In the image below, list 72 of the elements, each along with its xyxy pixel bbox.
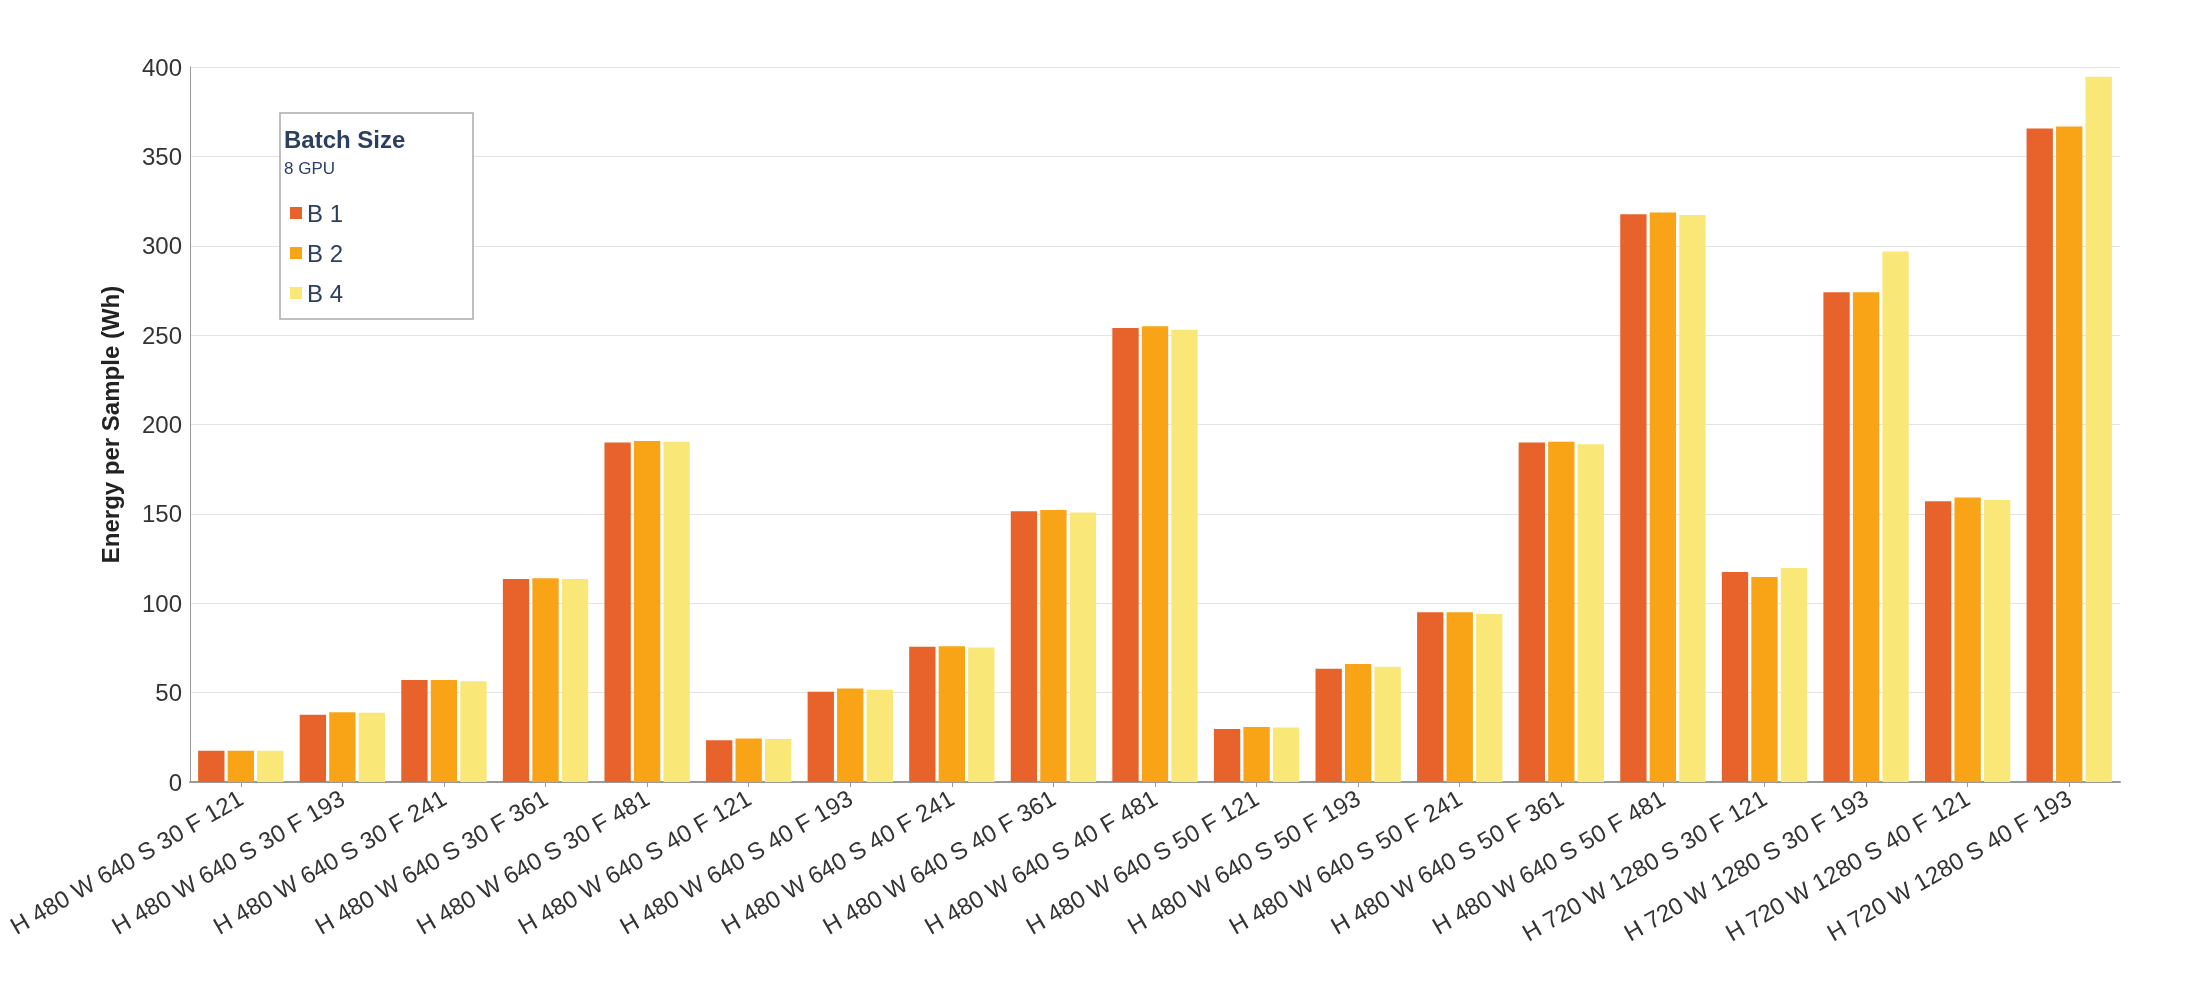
bar xyxy=(909,646,936,782)
y-tick-label: 400 xyxy=(141,53,182,81)
bar xyxy=(2026,128,2053,782)
y-tick-label: 350 xyxy=(141,142,182,170)
bar xyxy=(1040,509,1067,782)
bar xyxy=(532,578,559,782)
y-tick-label: 250 xyxy=(141,321,182,349)
y-axis-title: Energy per Sample (Wh) xyxy=(96,285,124,564)
bar xyxy=(706,740,733,782)
bar xyxy=(1954,497,1981,782)
bar xyxy=(1171,329,1198,782)
y-tick-label: 50 xyxy=(155,679,182,707)
bar xyxy=(1679,215,1706,782)
bar xyxy=(968,647,995,782)
legend-title: Batch Size xyxy=(284,125,406,153)
bar xyxy=(735,738,762,782)
bar xyxy=(1112,327,1139,782)
legend-label: B 1 xyxy=(307,199,344,227)
bar xyxy=(837,688,864,782)
bar xyxy=(1780,568,1808,782)
bar xyxy=(633,441,661,782)
bar xyxy=(2056,126,2083,782)
bar xyxy=(1476,613,1503,782)
bar xyxy=(1315,668,1342,782)
bar xyxy=(1069,512,1097,782)
bar xyxy=(358,712,386,782)
y-tick-label: 150 xyxy=(141,500,182,528)
bar xyxy=(227,750,254,782)
y-tick-label: 200 xyxy=(141,411,182,438)
bar xyxy=(1577,444,1604,782)
bar xyxy=(765,739,792,782)
bar xyxy=(1983,500,2011,782)
bar xyxy=(1417,612,1444,782)
legend-label: B 2 xyxy=(307,239,344,267)
bar xyxy=(1548,441,1575,782)
bar xyxy=(1823,292,1850,782)
legend-label: B 4 xyxy=(307,279,344,307)
bar xyxy=(1852,292,1880,782)
bar xyxy=(1446,612,1473,782)
bar xyxy=(329,712,356,782)
y-tick-label: 300 xyxy=(141,232,182,260)
y-tick-label: 100 xyxy=(141,589,182,617)
bar xyxy=(1518,442,1545,782)
bar xyxy=(1272,727,1300,782)
bar xyxy=(1924,501,1952,782)
annotation: 8 GPU xyxy=(284,159,336,178)
y-tick-label: 0 xyxy=(168,768,182,796)
bar xyxy=(1010,511,1038,782)
bar xyxy=(430,680,458,782)
bar xyxy=(807,691,834,782)
bar xyxy=(257,750,284,782)
bar xyxy=(561,579,589,782)
bar xyxy=(1620,214,1647,782)
bar xyxy=(2085,76,2112,782)
bar xyxy=(866,689,893,782)
bar xyxy=(1751,576,1778,782)
bar xyxy=(604,442,631,782)
bar xyxy=(299,714,327,782)
bar xyxy=(1649,212,1677,782)
bar xyxy=(1213,728,1241,782)
bar xyxy=(938,646,966,782)
bar xyxy=(1344,664,1372,782)
bar xyxy=(502,579,530,782)
bar xyxy=(663,441,690,782)
bar xyxy=(198,750,225,782)
bar xyxy=(1243,726,1270,782)
bar xyxy=(460,681,487,782)
bar xyxy=(1374,666,1401,782)
bar xyxy=(1882,251,1909,782)
bar xyxy=(1141,326,1169,782)
bar xyxy=(401,680,428,782)
bar xyxy=(1721,571,1749,782)
